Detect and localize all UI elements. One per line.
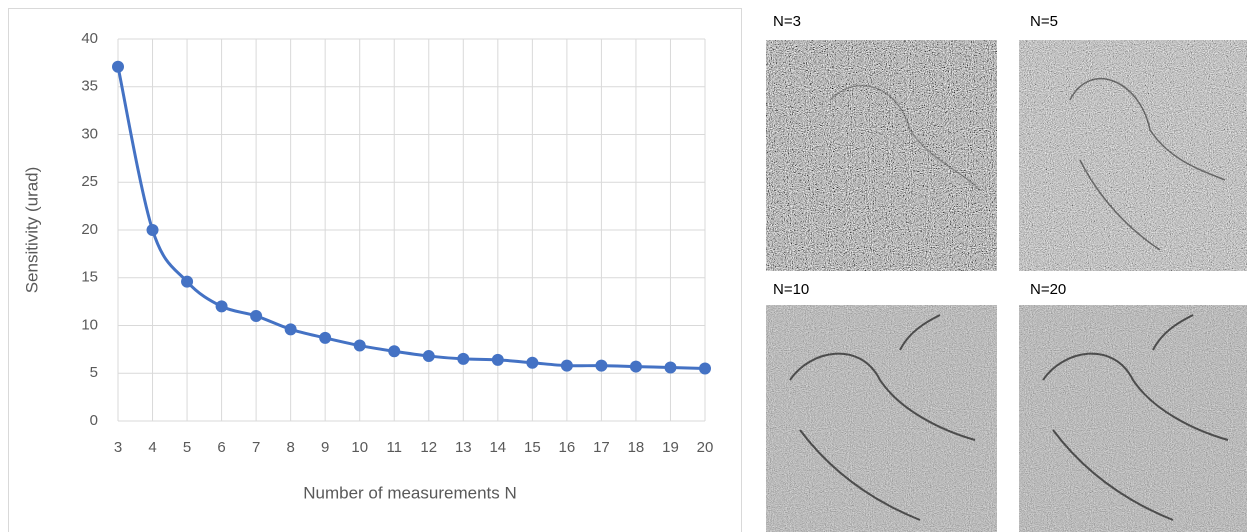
image-shape — [789, 314, 1229, 521]
data-point — [699, 362, 711, 375]
x-tick-label: 8 — [286, 439, 294, 456]
x-tick-label: 9 — [321, 439, 329, 456]
data-point — [353, 339, 366, 352]
x-tick-label: 19 — [662, 439, 679, 456]
data-point — [664, 361, 677, 374]
y-tick-label: 5 — [90, 364, 98, 381]
y-tick-label: 25 — [81, 173, 98, 190]
x-tick-label: 5 — [183, 439, 191, 456]
data-point — [319, 331, 332, 344]
x-tick-label: 10 — [351, 439, 368, 456]
y-tick-label: 30 — [81, 125, 98, 142]
data-point — [146, 224, 159, 236]
x-tick-label: 17 — [593, 439, 610, 456]
data-point — [215, 300, 228, 313]
data-point — [491, 353, 504, 366]
panel-label: N=10 — [773, 281, 809, 298]
image — [766, 305, 997, 532]
y-axis-title: Sensitivity (urad) — [22, 167, 41, 294]
data-point — [388, 345, 401, 358]
panel-label: N=20 — [1030, 281, 1066, 298]
chart-frame — [8, 8, 742, 532]
x-tick-label: 13 — [455, 439, 472, 456]
chart: 0 5 10 15 20 25 30 35 40 3 4 5 6 7 8 9 10 11 12 13 14 15 16 17 1… — [81, 30, 713, 456]
x-tick-label: 18 — [628, 439, 645, 456]
y-tick-label: 20 — [81, 221, 98, 238]
image — [1019, 40, 1247, 271]
x-tick-label: 15 — [524, 439, 541, 456]
y-tick-label: 40 — [81, 30, 98, 47]
x-tick-label: 14 — [489, 439, 506, 456]
image — [1019, 305, 1247, 532]
x-tick-label: 6 — [217, 439, 225, 456]
x-tick-label: 20 — [697, 439, 714, 456]
data-point — [422, 350, 435, 363]
y-tick-label: 0 — [90, 412, 98, 429]
x-tick-label: 11 — [386, 439, 402, 456]
y-tick-label: 15 — [81, 269, 98, 286]
image-shape — [829, 84, 981, 191]
image-panels: N=3 N=5 N=10 N=20 — [766, 13, 1247, 532]
data-point — [457, 352, 470, 365]
y-tick-label: 10 — [81, 316, 98, 333]
y-tick-label: 35 — [81, 78, 98, 95]
x-tick-label: 7 — [252, 439, 260, 456]
data-point — [526, 356, 539, 369]
data-point — [629, 360, 642, 373]
panel-label: N=3 — [773, 13, 801, 30]
data-point — [250, 309, 263, 322]
x-tick-label: 12 — [420, 439, 437, 456]
data-point — [112, 60, 124, 73]
data-point — [284, 323, 297, 336]
data-point — [595, 359, 608, 372]
x-tick-label: 3 — [114, 439, 122, 456]
image — [766, 40, 997, 271]
data-point — [181, 275, 194, 288]
image-shape — [1069, 78, 1226, 251]
x-tick-label: 16 — [559, 439, 576, 456]
x-axis-title: Number of measurements N — [303, 483, 517, 502]
panel-label: N=5 — [1030, 13, 1058, 30]
x-tick-label: 4 — [148, 439, 156, 456]
data-point — [560, 359, 573, 372]
